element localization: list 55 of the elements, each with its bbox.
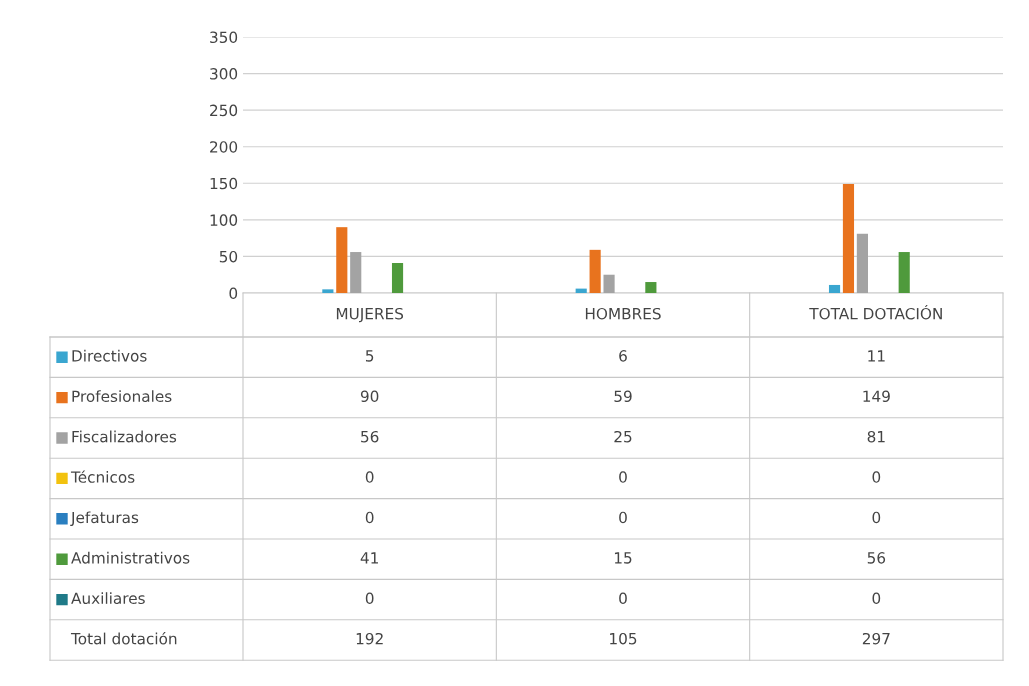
x-tick-label: HOMBRES [585,307,661,320]
bar [350,252,362,293]
legend-label: Auxiliares [71,592,145,605]
y-tick-label: 100 [210,214,238,226]
text: 105 [610,632,637,645]
data-label: 56 [867,552,886,564]
legend-label: Jefaturas [70,511,139,527]
y-tick-label: 50 [219,250,238,263]
data-label: 15 [614,552,632,564]
x-tick-label: TOTAL DOTACIÓN [809,305,942,320]
y-tick-label: 0 [229,287,238,300]
data-label: 0 [872,471,881,483]
bar [589,249,601,293]
legend-label: Profesionales [72,390,172,403]
bar [842,184,855,293]
bar [603,274,615,293]
data-label: 6 [619,350,627,362]
bar [322,289,334,293]
data-label: 41 [360,552,378,564]
data-label: 0 [365,471,374,483]
data-label: 0 [872,592,881,605]
bar [898,252,910,293]
data-label: 0 [365,511,374,524]
bar [336,227,348,293]
data-label: 59 [614,390,632,403]
data-label: 0 [619,592,627,605]
data-label: 25 [614,430,632,443]
data-label: 0 [619,511,627,524]
text: 297 [862,632,890,645]
y-tick-label: 300 [210,68,238,80]
y-tick-label: 250 [210,104,238,117]
bar [856,233,868,293]
data-label: 81 [867,430,885,443]
y-tick-label: 150 [210,177,238,190]
legend-label: Técnicos [70,470,135,483]
bar [645,282,657,293]
y-tick-label: 200 [210,141,238,153]
data-label: 5 [365,350,374,362]
data-label: 11 [868,350,885,362]
data-label: 149 [863,390,890,403]
legend-label: Directivos [72,349,147,362]
legend-label: Administrativos [71,551,190,564]
data-label: 56 [361,430,379,443]
bar [575,288,587,293]
data-label: 0 [619,471,627,483]
y-tick-label: 350 [210,31,238,44]
x-tick-label: MUJERES [336,307,404,323]
text: Total dotación [70,632,177,645]
bar [391,263,404,293]
legend-label: Fiscalizadores [72,430,177,443]
data-label: 0 [872,511,881,524]
data-label: 90 [360,390,379,403]
text: 192 [356,632,383,645]
bar [828,284,841,293]
data-label: 0 [365,592,374,605]
